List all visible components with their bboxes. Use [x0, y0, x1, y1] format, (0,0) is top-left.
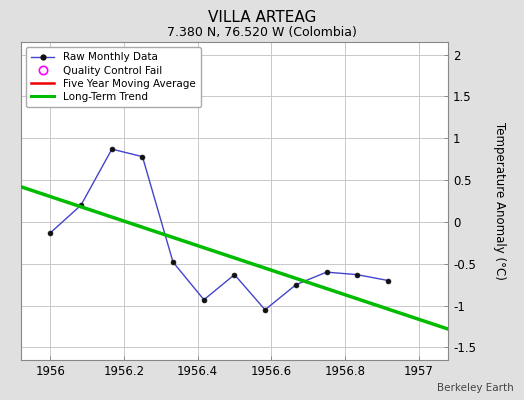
Text: VILLA ARTEAG: VILLA ARTEAG	[208, 10, 316, 25]
Text: 7.380 N, 76.520 W (Colombia): 7.380 N, 76.520 W (Colombia)	[167, 26, 357, 39]
Y-axis label: Temperature Anomaly (°C): Temperature Anomaly (°C)	[493, 122, 506, 280]
Text: Berkeley Earth: Berkeley Earth	[437, 383, 514, 393]
Legend: Raw Monthly Data, Quality Control Fail, Five Year Moving Average, Long-Term Tren: Raw Monthly Data, Quality Control Fail, …	[26, 47, 201, 107]
